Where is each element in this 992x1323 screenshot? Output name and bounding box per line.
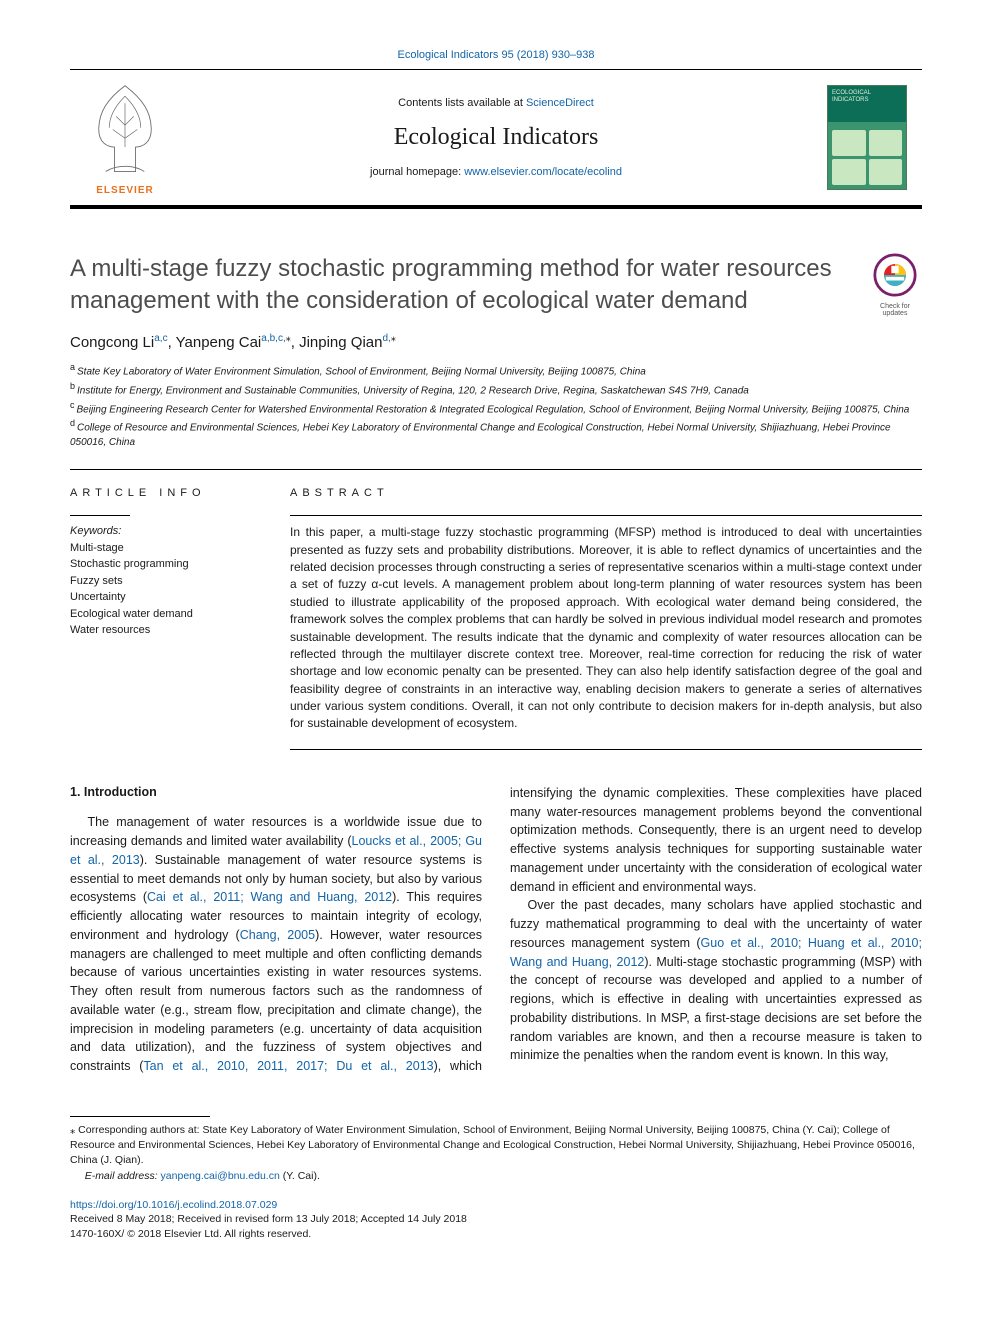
footnote-rule [70,1116,210,1117]
citation[interactable]: Tan et al., 2010, 2011, 2017; Du [143,1059,352,1073]
intro-p2: Over the past decades, many scholars hav… [510,896,922,1065]
keywords-list: Multi-stageStochastic programmingFuzzy s… [70,540,260,639]
footnote-block: ⁎ Corresponding authors at: State Key La… [70,1123,922,1184]
affiliation: cBeijing Engineering Research Center for… [70,399,922,418]
check-updates-icon [873,253,917,297]
keyword: Water resources [70,622,260,639]
crossmark-badge[interactable]: Check forupdates [868,253,922,318]
homepage-label: journal homepage: [370,166,464,178]
author-list: Congcong Lia,c, Yanpeng Caia,b,c,⁎, Jinp… [70,332,922,353]
doi-link[interactable]: https://doi.org/10.1016/j.ecolind.2018.0… [70,1199,277,1211]
affiliation: dCollege of Resource and Environmental S… [70,417,922,450]
keyword: Ecological water demand [70,606,260,623]
rule [70,515,130,516]
journal-name: Ecological Indicators [180,121,812,155]
publisher-logo-box: ELSEVIER [70,70,180,205]
section-heading: 1. Introduction [70,784,482,802]
affiliation: aState Key Laboratory of Water Environme… [70,361,922,380]
homepage-link[interactable]: www.elsevier.com/locate/ecolind [464,166,622,178]
masthead: ELSEVIER Contents lists available at Sci… [70,69,922,209]
keywords-label: Keywords: [70,524,260,539]
elsevier-tree-icon [80,77,170,182]
abstract-heading: ABSTRACT [290,486,922,501]
citation[interactable]: Cai et al., 2011; Wang and Huang, 2012 [147,890,392,904]
affiliation: bInstitute for Energy, Environment and S… [70,380,922,399]
doi-block: https://doi.org/10.1016/j.ecolind.2018.0… [70,1198,922,1242]
affiliations: aState Key Laboratory of Water Environme… [70,361,922,451]
copyright-line: 1470-160X/ © 2018 Elsevier Ltd. All righ… [70,1228,311,1240]
running-head: Ecological Indicators 95 (2018) 930–938 [70,48,922,63]
article-info-heading: ARTICLE INFO [70,486,260,501]
article-info: ARTICLE INFO Keywords: Multi-stageStocha… [70,486,260,750]
email-link[interactable]: yanpeng.cai@bnu.edu.cn [161,1170,280,1182]
abstract-text: In this paper, a multi-stage fuzzy stoch… [290,524,922,733]
abstract: ABSTRACT In this paper, a multi-stage fu… [290,486,922,750]
corresponding-author-note: ⁎ Corresponding authors at: State Key La… [70,1123,922,1169]
citation[interactable]: Chang, 2005 [240,928,315,942]
rule [70,469,922,470]
article-history: Received 8 May 2018; Received in revised… [70,1213,467,1225]
citation[interactable]: et al., 2013 [361,1059,434,1073]
keyword: Multi-stage [70,540,260,557]
rule [290,749,922,750]
publisher-name: ELSEVIER [96,184,153,198]
cover-caption: ECOLOGICAL INDICATORS [832,90,902,103]
article-body: 1. Introduction The management of water … [70,784,922,1076]
masthead-center: Contents lists available at ScienceDirec… [180,70,812,205]
journal-cover-thumb: ECOLOGICAL INDICATORS [827,85,907,190]
cover-thumb-box: ECOLOGICAL INDICATORS [812,70,922,205]
citation-link[interactable]: Ecological Indicators 95 (2018) 930–938 [398,49,595,61]
keyword: Fuzzy sets [70,573,260,590]
check-line1: Check for [880,303,910,310]
contents-list-label: Contents lists available at [398,97,526,109]
article-title: A multi-stage fuzzy stochastic programmi… [70,253,852,315]
sciencedirect-link[interactable]: ScienceDirect [526,97,594,109]
check-line2: updates [883,310,908,317]
keyword: Stochastic programming [70,556,260,573]
email-label: E-mail address: [85,1170,161,1182]
rule [290,515,922,516]
email-suffix: (Y. Cai). [280,1170,320,1182]
keyword: Uncertainty [70,589,260,606]
